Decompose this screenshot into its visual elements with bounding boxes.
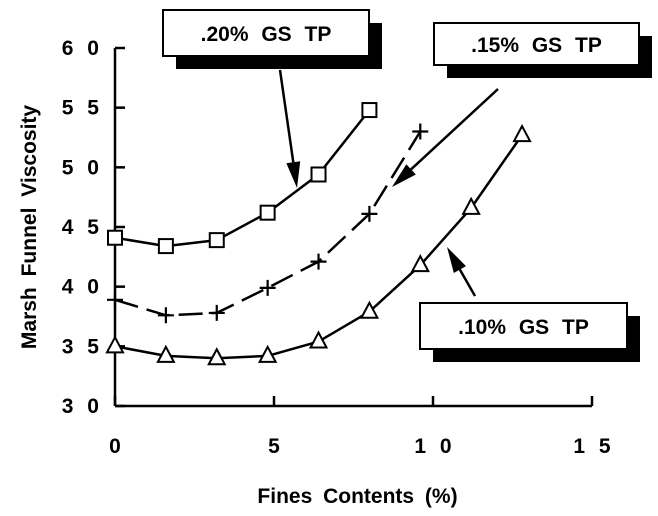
x-ticks: 0 5 1 0 1 5 <box>109 396 614 458</box>
arrow-1 <box>392 88 499 187</box>
callout-label: .20% GS TP <box>201 23 332 46</box>
y-tick-label: 3 0 <box>62 395 103 418</box>
arrow-head <box>392 164 416 187</box>
data-point <box>208 304 225 321</box>
y-tick-label: 4 0 <box>62 276 103 299</box>
series-layer <box>105 102 532 366</box>
data-point <box>257 344 278 363</box>
data-point <box>359 300 380 319</box>
arrow-shaft <box>278 69 295 163</box>
data-point <box>107 291 123 308</box>
series-1 <box>107 123 429 324</box>
y-tick-label: 5 0 <box>62 156 103 179</box>
callout-10pct: .10% GS TP <box>419 302 640 362</box>
y-tick-label: 6 0 <box>62 37 103 60</box>
data-point <box>208 232 225 249</box>
data-point <box>107 229 123 246</box>
x-tick-label: 0 <box>109 435 125 458</box>
callout-label: .10% GS TP <box>458 316 589 339</box>
data-point <box>157 238 174 255</box>
annotation-arrows <box>278 69 499 297</box>
callout-box <box>419 302 628 350</box>
y-tick-label: 3 5 <box>62 335 103 358</box>
callout-20pct: .20% GS TP <box>162 9 382 69</box>
data-point <box>308 330 329 349</box>
series-2 <box>105 123 532 366</box>
y-axis-title: Marsh Funnel Viscosity <box>18 105 41 349</box>
callout-box <box>433 22 640 66</box>
y-tick-label: 4 5 <box>62 216 103 239</box>
data-point <box>461 196 481 215</box>
data-point <box>412 123 429 140</box>
callout-box <box>162 9 370 57</box>
arrow-0 <box>278 69 301 188</box>
data-point <box>156 344 176 363</box>
x-axis-title: Fines Contents (%) <box>257 485 457 508</box>
data-point <box>207 347 227 366</box>
arrow-shaft <box>410 88 499 171</box>
series-line <box>114 109 371 248</box>
arrow-shaft <box>458 268 477 297</box>
x-tick-label: 1 5 <box>573 435 614 458</box>
arrow-head <box>447 247 466 274</box>
data-point <box>512 123 532 143</box>
data-point <box>157 307 174 324</box>
x-tick-label: 5 <box>268 435 284 458</box>
data-point <box>310 253 327 270</box>
data-point <box>310 166 327 183</box>
axes: 3 0 3 5 4 0 4 5 5 0 5 5 6 0 0 5 1 0 1 5 <box>62 37 614 458</box>
arrow-head <box>286 161 301 188</box>
callout-15pct: .15% GS TP <box>433 22 652 78</box>
data-point <box>259 279 276 296</box>
data-point <box>259 204 276 221</box>
data-point <box>105 335 125 354</box>
data-point <box>361 205 378 222</box>
data-point <box>410 254 430 273</box>
arrow-2 <box>447 247 477 297</box>
callout-label: .15% GS TP <box>471 34 602 57</box>
series-0 <box>107 102 378 255</box>
data-point <box>361 102 378 119</box>
y-tick-label: 5 5 <box>62 97 103 120</box>
x-tick-label: 1 0 <box>414 435 455 458</box>
